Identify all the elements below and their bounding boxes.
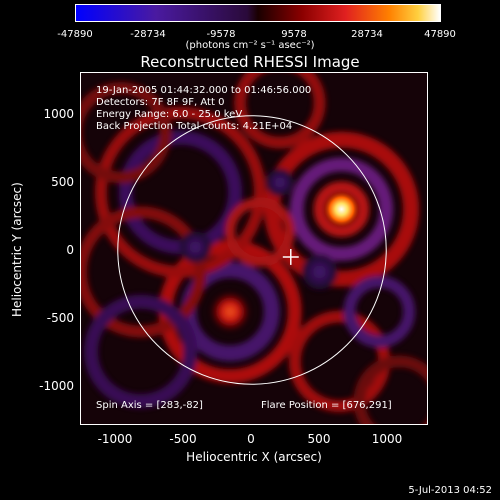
y-tick-label: 0 [66, 243, 74, 257]
colorbar-units: (photons cm⁻² s⁻¹ asec⁻²) [185, 40, 315, 51]
time-range-label: 19-Jan-2005 01:44:32.000 to 01:46:56.000 [96, 85, 312, 96]
rhessi-image [81, 73, 427, 424]
timestamp: 5-Jul-2013 04:52 [408, 485, 492, 496]
colorbar-tick: -28734 [130, 29, 166, 40]
spin-axis-label: Spin Axis = [283,-82] [96, 400, 203, 411]
x-tick-label: 500 [307, 432, 331, 446]
colorbar-tick: 47890 [424, 29, 456, 40]
x-tick-label: 0 [247, 432, 255, 446]
x-tick-label: 1000 [371, 432, 403, 446]
y-axis-label: Heliocentric Y (arcsec) [10, 182, 24, 317]
y-tick-label: 500 [51, 175, 74, 189]
rhessi-image-panel: 19-Jan-2005 01:44:32.000 to 01:46:56.000… [80, 72, 428, 425]
colorbar-tick: -9578 [206, 29, 236, 40]
colorbar-tick: -47890 [57, 29, 93, 40]
colorbar [75, 4, 441, 22]
energy-range-label: Energy Range: 6.0 - 25.0 keV [96, 109, 243, 120]
method-label: Back Projection Total counts: 4.21E+04 [96, 121, 293, 132]
plot-title: Reconstructed RHESSI Image [140, 53, 360, 71]
x-tick-label: -500 [169, 432, 197, 446]
detectors-label: Detectors: 7F 8F 9F, Att 0 [96, 97, 225, 108]
y-tick-label: -500 [46, 311, 74, 325]
flare-position-label: Flare Position = [676,291] [261, 400, 392, 411]
y-tick-label: -1000 [39, 379, 74, 393]
colorbar-tick: 9578 [281, 29, 307, 40]
x-tick-label: -1000 [97, 432, 133, 446]
x-axis-label: Heliocentric X (arcsec) [186, 450, 322, 464]
colorbar-tick: 28734 [351, 29, 383, 40]
y-tick-label: 1000 [43, 107, 74, 121]
